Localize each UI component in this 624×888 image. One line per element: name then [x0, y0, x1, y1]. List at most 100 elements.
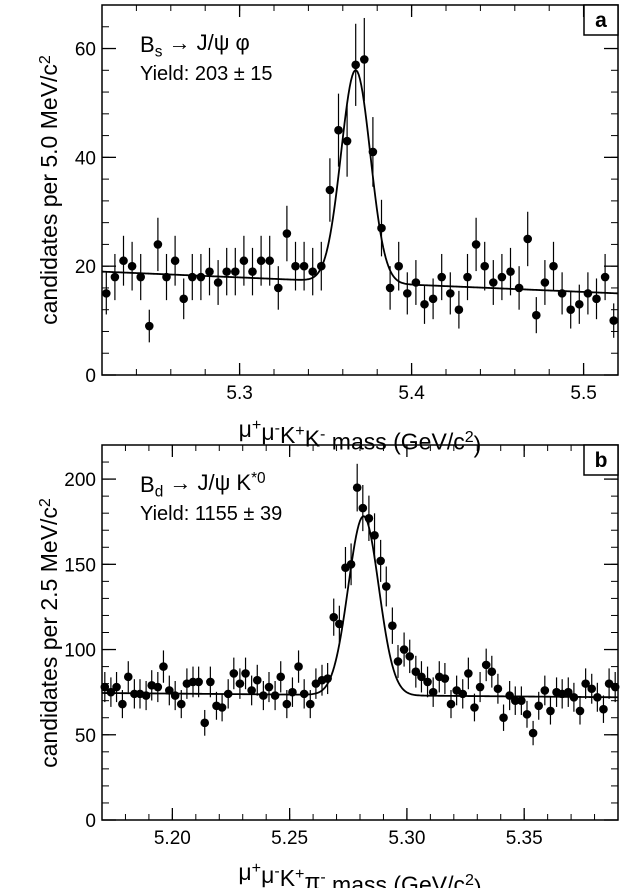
data-point-a [566, 290, 575, 329]
data-point-b [599, 695, 608, 723]
data-point-a [110, 253, 120, 301]
data-point-a [334, 93, 343, 167]
marker-a [403, 289, 412, 298]
x-axis-label-b-part: ) [474, 875, 482, 888]
marker-a [342, 136, 352, 146]
y-tick-label-b: 150 [64, 555, 96, 576]
marker-a [549, 261, 558, 271]
data-point-a [299, 241, 309, 291]
marker-b [540, 686, 550, 695]
data-point-a [153, 217, 163, 272]
data-point-a [583, 272, 593, 315]
marker-b [194, 677, 203, 687]
data-point-a [575, 284, 584, 324]
data-point-a [446, 272, 455, 315]
data-point-b [282, 690, 292, 719]
marker-b [376, 556, 385, 566]
data-point-a [342, 105, 352, 177]
data-point-b [428, 677, 438, 707]
y-tick-label-b: 100 [64, 641, 96, 662]
marker-a [394, 261, 404, 271]
marker-b [159, 662, 168, 671]
marker-b [206, 677, 215, 687]
x-axis-label-b-part: - [320, 868, 325, 886]
data-point-a [205, 247, 214, 296]
y-tick-label-a: 0 [85, 366, 96, 387]
marker-a [360, 55, 369, 64]
marker-b [229, 669, 239, 678]
x-axis-label-b-part: π [304, 868, 320, 888]
points-a [102, 17, 618, 343]
ticks-a: 5.3 5.4 5.5 0 20 40 60 [75, 4, 619, 404]
marker-a [179, 294, 188, 304]
data-point-a [489, 260, 498, 305]
marker-a [523, 234, 532, 244]
marker-a [102, 289, 111, 298]
data-point-b [376, 539, 385, 582]
data-point-a [497, 253, 507, 301]
marker-b [329, 612, 339, 622]
marker-b [259, 691, 268, 700]
data-point-b [593, 682, 602, 712]
data-point-b [569, 682, 579, 712]
y-axis-label-a-part: candidates per 5.0 MeV/c [36, 64, 62, 325]
data-point-a [463, 253, 472, 301]
data-point-b [446, 690, 456, 719]
decay-annotation-a: Bs → J/ψ φ [140, 30, 250, 61]
fit-b [101, 515, 619, 699]
data-point-b [505, 681, 514, 711]
marker-a [153, 240, 163, 249]
marker-b [123, 672, 133, 682]
x-axis-label-a-part: + [252, 416, 261, 434]
y-tick-label-a: 60 [75, 40, 96, 61]
data-point-b [235, 668, 245, 699]
panel-b: 5.20 5.25 5.30 5.35 0 50 100 150 200 b Bd → J/ψ K… [36, 444, 620, 888]
marker-a [110, 272, 120, 282]
panel-label-b: b [595, 449, 608, 472]
data-point-b [153, 671, 163, 703]
data-point-a [368, 117, 378, 187]
marker-a [136, 272, 145, 282]
data-point-b [528, 720, 538, 746]
data-point-b [546, 697, 555, 725]
data-point-a [188, 253, 197, 301]
y-tick-label-b: 0 [85, 811, 96, 832]
data-point-a [127, 241, 137, 291]
marker-b [510, 696, 520, 705]
marker-a [420, 299, 429, 309]
marker-b [446, 699, 456, 709]
data-point-b [323, 662, 332, 695]
data-point-b [364, 495, 374, 541]
data-point-b [176, 690, 186, 719]
marker-a [213, 278, 223, 287]
x-axis-label-a: μ+μ-K+K- mass (GeV/c2) [239, 416, 482, 458]
x-tick-label-b: 5.35 [506, 828, 543, 849]
x-tick-label-a: 5.4 [398, 383, 425, 404]
data-point-b [112, 671, 121, 703]
x-axis-label-a-part: K [280, 422, 296, 448]
data-point-a [592, 278, 601, 320]
marker-b [270, 691, 280, 700]
data-point-b [411, 655, 421, 688]
data-point-b [475, 671, 485, 703]
x-axis-label-b-part: - [274, 862, 279, 880]
x-axis-label-a-part: + [295, 422, 304, 440]
plot-frame-a [101, 4, 619, 376]
data-point-a [196, 253, 206, 301]
ticks-b: 5.20 5.25 5.30 5.35 0 50 100 150 200 [64, 444, 619, 849]
data-point-a [523, 211, 532, 267]
x-axis-label-a-part: 2 [465, 428, 474, 446]
marker-a [274, 283, 283, 293]
marker-a [532, 310, 541, 320]
data-point-a [549, 241, 558, 291]
marker-b [106, 687, 116, 697]
marker-b [223, 689, 233, 699]
marker-a [446, 289, 455, 298]
data-point-b [510, 686, 520, 715]
marker-a [609, 316, 618, 325]
data-point-b [206, 666, 215, 698]
decay-annotation-b-part: → J/ψ K [163, 470, 251, 495]
x-tick-label-a: 5.3 [226, 383, 252, 404]
data-point-b [381, 566, 391, 607]
